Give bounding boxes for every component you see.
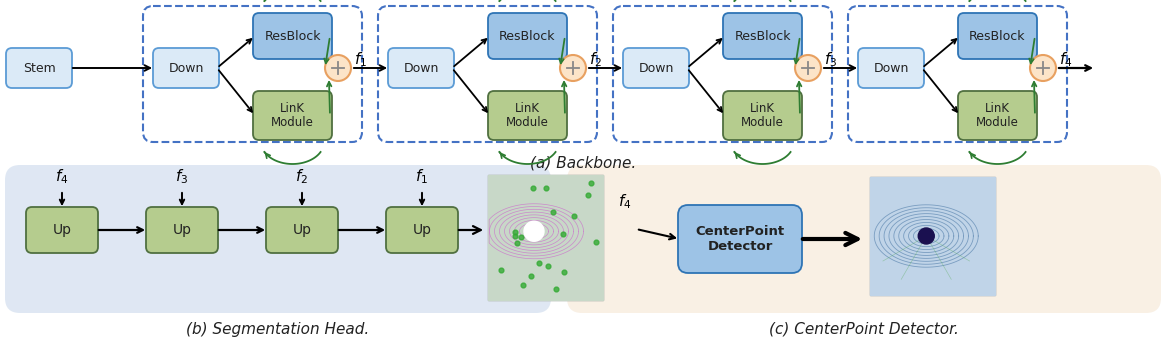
FancyBboxPatch shape bbox=[958, 91, 1037, 140]
Text: LinK
Module: LinK Module bbox=[506, 101, 549, 129]
Text: (c) CenterPoint Detector.: (c) CenterPoint Detector. bbox=[770, 322, 958, 337]
FancyBboxPatch shape bbox=[6, 48, 72, 88]
Point bbox=[539, 264, 557, 269]
Text: LinK
Module: LinK Module bbox=[271, 101, 314, 129]
FancyBboxPatch shape bbox=[266, 207, 338, 253]
Point bbox=[543, 209, 562, 215]
Text: Up: Up bbox=[52, 223, 71, 237]
FancyBboxPatch shape bbox=[489, 175, 603, 300]
Circle shape bbox=[524, 221, 545, 241]
Text: $f_3$: $f_3$ bbox=[824, 50, 837, 69]
Circle shape bbox=[1030, 55, 1056, 81]
FancyBboxPatch shape bbox=[723, 13, 802, 59]
Text: $f_2$: $f_2$ bbox=[589, 50, 602, 69]
Text: $f_1$: $f_1$ bbox=[354, 50, 367, 69]
Bar bbox=[489, 175, 603, 300]
Text: ResBlock: ResBlock bbox=[499, 29, 556, 42]
FancyBboxPatch shape bbox=[958, 13, 1037, 59]
Point bbox=[580, 193, 598, 198]
FancyBboxPatch shape bbox=[253, 13, 332, 59]
FancyBboxPatch shape bbox=[858, 48, 923, 88]
Text: ResBlock: ResBlock bbox=[735, 29, 791, 42]
FancyBboxPatch shape bbox=[677, 205, 802, 273]
Circle shape bbox=[325, 55, 351, 81]
FancyBboxPatch shape bbox=[153, 48, 219, 88]
Point bbox=[505, 234, 524, 239]
Text: LinK
Module: LinK Module bbox=[976, 101, 1019, 129]
Text: Up: Up bbox=[173, 223, 191, 237]
Point bbox=[555, 270, 574, 275]
Text: $f_4$: $f_4$ bbox=[1059, 50, 1073, 69]
Point bbox=[529, 260, 548, 266]
Circle shape bbox=[795, 55, 821, 81]
Point bbox=[508, 240, 527, 246]
FancyBboxPatch shape bbox=[870, 177, 995, 295]
Text: $f_1$: $f_1$ bbox=[415, 167, 429, 186]
FancyBboxPatch shape bbox=[5, 165, 552, 313]
FancyBboxPatch shape bbox=[623, 48, 689, 88]
Text: (a) Backbone.: (a) Backbone. bbox=[529, 155, 637, 170]
Point bbox=[564, 213, 583, 219]
Text: $f_3$: $f_3$ bbox=[175, 167, 189, 186]
Text: ResBlock: ResBlock bbox=[969, 29, 1026, 42]
Text: CenterPoint
Detector: CenterPoint Detector bbox=[695, 225, 785, 253]
Point bbox=[524, 185, 542, 190]
FancyBboxPatch shape bbox=[388, 48, 454, 88]
Text: (b) Segmentation Head.: (b) Segmentation Head. bbox=[187, 322, 370, 337]
Circle shape bbox=[560, 55, 586, 81]
Text: Down: Down bbox=[873, 61, 908, 75]
FancyBboxPatch shape bbox=[26, 207, 98, 253]
Point bbox=[547, 286, 566, 292]
Point bbox=[522, 232, 541, 238]
FancyBboxPatch shape bbox=[386, 207, 458, 253]
Text: $f_4$: $f_4$ bbox=[55, 167, 69, 186]
Text: $f_2$: $f_2$ bbox=[295, 167, 309, 186]
FancyBboxPatch shape bbox=[253, 91, 332, 140]
Text: Up: Up bbox=[293, 223, 311, 237]
FancyBboxPatch shape bbox=[489, 91, 567, 140]
Text: Down: Down bbox=[168, 61, 204, 75]
FancyBboxPatch shape bbox=[146, 207, 218, 253]
Text: LinK
Module: LinK Module bbox=[742, 101, 784, 129]
Text: Down: Down bbox=[638, 61, 674, 75]
Point bbox=[554, 231, 573, 237]
Point bbox=[582, 180, 600, 185]
FancyBboxPatch shape bbox=[723, 91, 802, 140]
Point bbox=[492, 267, 511, 273]
Point bbox=[522, 274, 541, 279]
Circle shape bbox=[919, 228, 934, 244]
Bar bbox=[870, 177, 995, 295]
Text: $f_4$: $f_4$ bbox=[618, 192, 632, 211]
Text: ResBlock: ResBlock bbox=[265, 29, 321, 42]
Point bbox=[514, 282, 533, 287]
Text: Up: Up bbox=[413, 223, 431, 237]
FancyBboxPatch shape bbox=[489, 13, 567, 59]
Point bbox=[586, 239, 605, 245]
FancyBboxPatch shape bbox=[567, 165, 1161, 313]
Point bbox=[536, 185, 555, 191]
Point bbox=[506, 229, 525, 235]
Text: Down: Down bbox=[403, 61, 438, 75]
Point bbox=[512, 235, 531, 240]
Text: Stem: Stem bbox=[22, 61, 55, 75]
